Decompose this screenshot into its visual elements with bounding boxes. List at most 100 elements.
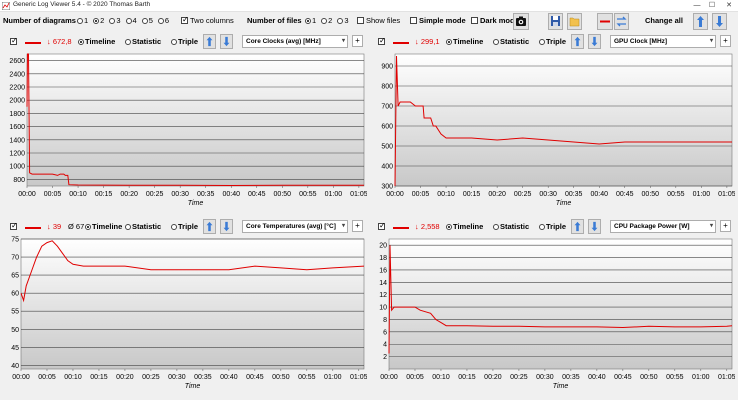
series-line-swatch[interactable]	[25, 227, 41, 229]
statistic-label: Statistic	[500, 222, 530, 231]
close-button[interactable]: ✕	[726, 2, 732, 9]
y-tick-label: 2200	[9, 85, 25, 92]
two-columns-checkbox[interactable]: Two columns	[181, 15, 234, 25]
triple-radio[interactable]: Triple	[171, 37, 198, 46]
two-columns-check-box[interactable]	[181, 15, 189, 24]
series-line-swatch[interactable]	[393, 227, 409, 229]
dark-mode-checkbox[interactable]: Dark mode	[471, 16, 519, 25]
show-files-check-box[interactable]	[357, 17, 364, 24]
num-diagrams-label: Number of diagrams	[3, 16, 76, 25]
statistic-radio[interactable]: Statistic	[493, 222, 529, 231]
statistic-label: Statistic	[132, 222, 162, 231]
num-diagrams-option-5[interactable]: 5	[141, 16, 153, 25]
dark-mode-check-box[interactable]	[471, 17, 478, 24]
save-button[interactable]	[548, 13, 563, 30]
triple-radio-dot[interactable]	[539, 38, 545, 45]
series-line-swatch[interactable]	[393, 42, 409, 44]
move-up-button[interactable]	[571, 34, 584, 49]
series-line-swatch[interactable]	[25, 42, 41, 44]
show-files-checkbox[interactable]: Show files	[357, 16, 400, 25]
move-up-all-button[interactable]	[693, 13, 708, 30]
move-down-button[interactable]	[588, 34, 601, 49]
line-style-button[interactable]	[597, 13, 613, 30]
statistic-radio-dot[interactable]	[493, 38, 499, 45]
maximize-button[interactable]: ☐	[708, 2, 716, 9]
y-tick-label: 14	[379, 280, 387, 287]
add-series-button[interactable]: +	[720, 220, 731, 232]
num-diagrams-option-3[interactable]: 3	[109, 16, 121, 25]
x-tick-label: 01:05	[350, 374, 367, 381]
timeline-radio-dot[interactable]	[446, 223, 452, 230]
x-tick-label: 00:35	[562, 374, 580, 381]
simple-mode-checkbox[interactable]: Simple mode	[410, 16, 466, 25]
move-down-all-button[interactable]	[712, 13, 727, 30]
y-tick-label: 1600	[9, 124, 25, 131]
sensor-select[interactable]: GPU Clock [MHz] ▾	[610, 35, 716, 48]
y-tick-label: 1800	[9, 111, 25, 118]
plot-area[interactable]	[394, 53, 733, 187]
statistic-radio[interactable]: Statistic	[125, 37, 161, 46]
sensor-select[interactable]: Core Temperatures (avg) [°C] ▾	[242, 220, 348, 233]
x-tick-label: 00:40	[220, 374, 238, 381]
num-files-option-3[interactable]: 3	[337, 16, 349, 25]
num-diagrams-option-1[interactable]: 1	[77, 16, 88, 25]
minimize-button[interactable]: —	[693, 2, 701, 9]
timeline-radio[interactable]: Timeline	[446, 37, 483, 46]
app-icon	[2, 2, 10, 10]
statistic-radio-dot[interactable]	[493, 223, 499, 230]
triple-label: Triple	[546, 37, 567, 46]
triple-radio-dot[interactable]	[539, 223, 545, 230]
screenshot-button[interactable]	[513, 13, 529, 30]
simple-mode-check-box[interactable]	[410, 17, 417, 24]
move-down-button[interactable]	[220, 34, 233, 49]
timeline-radio-dot[interactable]	[78, 38, 84, 45]
x-tick-label: 00:10	[432, 374, 450, 381]
x-tick-label: 00:45	[614, 374, 632, 381]
triple-radio[interactable]: Triple	[539, 37, 566, 46]
num-diagrams-option-4[interactable]: 4	[125, 16, 137, 25]
plot-area[interactable]	[20, 238, 365, 370]
x-tick-label: 00:35	[197, 191, 215, 198]
sensor-select[interactable]: CPU Package Power [W] ▾	[610, 220, 716, 233]
sensor-select-value: CPU Package Power [W]	[614, 223, 690, 230]
diagram-visible-checkbox[interactable]	[10, 36, 18, 45]
swap-button[interactable]	[614, 13, 629, 30]
sensor-select-value: Core Clocks (avg) [MHz]	[246, 38, 321, 45]
plot-area[interactable]	[26, 53, 365, 187]
statistic-radio[interactable]: Statistic	[493, 37, 529, 46]
move-up-button[interactable]	[571, 219, 584, 234]
chevron-down-icon: ▾	[709, 223, 713, 229]
x-tick-label: 00:25	[142, 374, 160, 381]
num-diagrams-option-2[interactable]: 2	[93, 16, 104, 25]
add-series-button[interactable]: +	[720, 35, 731, 47]
timeline-radio-dot[interactable]	[85, 223, 91, 230]
timeline-radio[interactable]: Timeline	[78, 37, 115, 46]
diagram-visible-checkbox[interactable]	[378, 36, 386, 45]
y-tick-label: 55	[11, 309, 19, 316]
timeline-radio-dot[interactable]	[446, 38, 452, 45]
num-files-option-1[interactable]: 1	[305, 16, 316, 25]
open-folder-button[interactable]	[567, 13, 582, 30]
statistic-radio-dot[interactable]	[125, 38, 131, 45]
move-down-button[interactable]	[220, 219, 233, 234]
swap-icon	[616, 16, 627, 27]
triple-radio-dot[interactable]	[171, 38, 177, 45]
add-series-button[interactable]: +	[352, 220, 363, 232]
sensor-select[interactable]: Core Clocks (avg) [MHz] ▾	[242, 35, 348, 48]
statistic-radio-dot[interactable]	[125, 223, 131, 230]
move-down-button[interactable]	[588, 219, 601, 234]
triple-radio[interactable]: Triple	[171, 222, 198, 231]
plot-area[interactable]	[388, 238, 733, 370]
timeline-radio[interactable]: Timeline	[85, 222, 122, 231]
triple-radio-dot[interactable]	[171, 223, 177, 230]
timeline-radio[interactable]: Timeline	[446, 222, 483, 231]
num-files-option-2[interactable]: 2	[321, 16, 332, 25]
move-up-button[interactable]	[203, 34, 216, 49]
triple-radio[interactable]: Triple	[539, 222, 566, 231]
add-series-button[interactable]: +	[352, 35, 363, 47]
diagram-visible-checkbox[interactable]	[378, 221, 386, 230]
num-diagrams-option-6[interactable]: 6	[157, 16, 169, 25]
diagram-visible-checkbox[interactable]	[10, 221, 18, 230]
statistic-radio[interactable]: Statistic	[125, 222, 161, 231]
move-up-button[interactable]	[203, 219, 216, 234]
